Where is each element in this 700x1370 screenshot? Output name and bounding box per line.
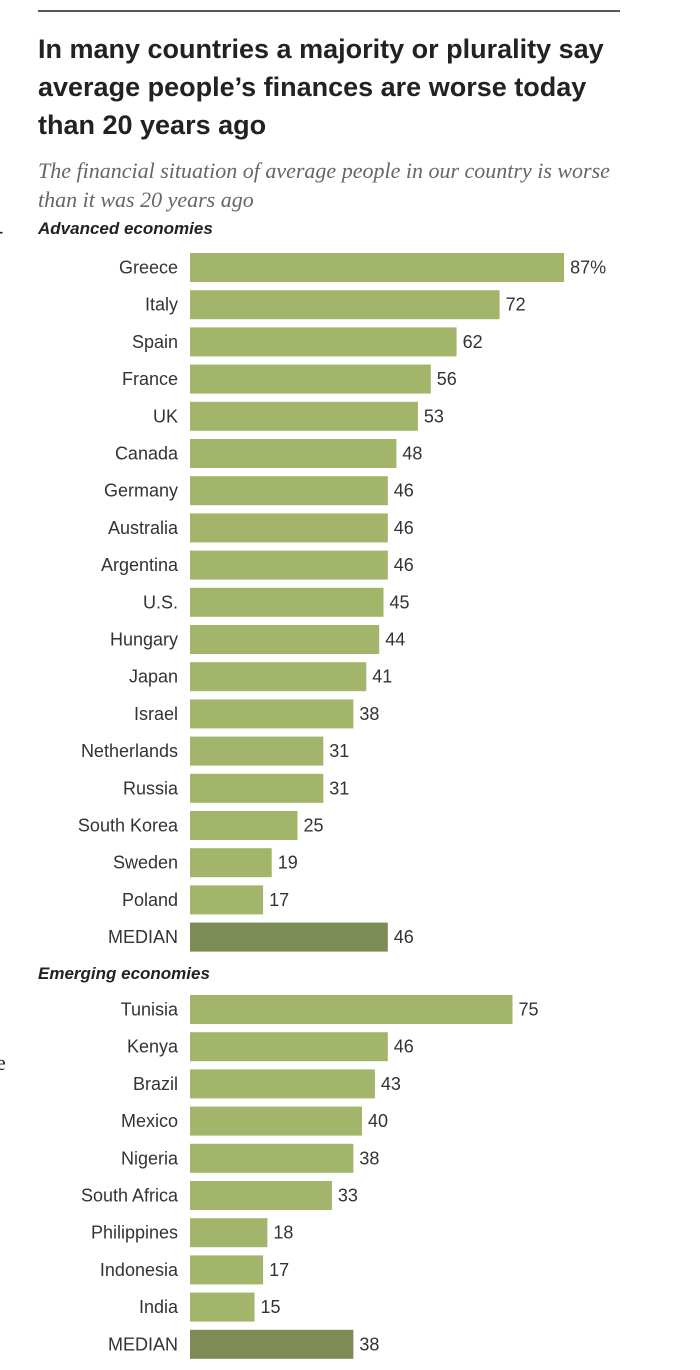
category-label-advanced-economies-australia: Australia — [108, 518, 179, 538]
bar-emerging-economies-south-africa — [190, 1181, 332, 1210]
category-label-advanced-economies-greece: Greece — [119, 258, 178, 278]
value-label-emerging-economies-tunisia: 75 — [519, 1000, 539, 1020]
bar-advanced-economies-france — [190, 364, 431, 394]
category-label-advanced-economies-italy: Italy — [145, 295, 178, 315]
bar-advanced-economies-median — [190, 922, 388, 952]
category-label-advanced-economies-median: MEDIAN — [108, 927, 178, 947]
value-label-advanced-economies-greece: 87% — [570, 258, 606, 278]
value-label-advanced-economies-u-s: 45 — [390, 592, 410, 612]
edge-fragment-upper: - — [0, 218, 3, 244]
value-label-emerging-economies-median: 38 — [359, 1334, 379, 1354]
value-label-advanced-economies-uk: 53 — [424, 406, 444, 426]
category-label-emerging-economies-philippines: Philippines — [91, 1223, 178, 1243]
value-label-emerging-economies-indonesia: 17 — [269, 1260, 289, 1280]
value-label-advanced-economies-poland: 17 — [269, 890, 289, 910]
bar-emerging-economies-tunisia — [190, 995, 513, 1024]
value-label-advanced-economies-france: 56 — [437, 369, 457, 389]
bar-emerging-economies-philippines — [190, 1218, 268, 1248]
bar-emerging-economies-kenya — [190, 1032, 388, 1062]
category-label-emerging-economies-kenya: Kenya — [127, 1037, 179, 1057]
category-label-emerging-economies-mexico: Mexico — [121, 1111, 178, 1131]
bar-emerging-economies-brazil — [190, 1069, 375, 1099]
value-label-advanced-economies-median: 46 — [394, 927, 414, 947]
category-label-advanced-economies-canada: Canada — [115, 444, 179, 464]
category-label-advanced-economies-sweden: Sweden — [113, 853, 178, 873]
category-label-emerging-economies-indonesia: Indonesia — [100, 1260, 179, 1280]
value-label-emerging-economies-kenya: 46 — [394, 1037, 414, 1057]
bar-emerging-economies-median — [190, 1329, 354, 1359]
bar-advanced-economies-australia — [190, 513, 388, 543]
category-label-advanced-economies-japan: Japan — [129, 667, 178, 687]
category-label-advanced-economies-argentina: Argentina — [101, 555, 179, 575]
category-label-advanced-economies-france: France — [122, 369, 178, 389]
category-label-advanced-economies-spain: Spain — [132, 332, 178, 352]
value-label-advanced-economies-spain: 62 — [463, 332, 483, 352]
bar-emerging-economies-mexico — [190, 1106, 362, 1136]
category-label-emerging-economies-nigeria: Nigeria — [121, 1148, 179, 1168]
bar-advanced-economies-argentina — [190, 550, 388, 580]
bar-emerging-economies-nigeria — [190, 1143, 354, 1173]
bar-emerging-economies-indonesia — [190, 1255, 264, 1285]
value-label-advanced-economies-germany: 46 — [394, 481, 414, 501]
category-label-advanced-economies-hungary: Hungary — [110, 630, 178, 650]
category-label-emerging-economies-brazil: Brazil — [133, 1074, 178, 1094]
value-label-emerging-economies-mexico: 40 — [368, 1111, 388, 1131]
top-rule — [38, 10, 620, 12]
category-label-advanced-economies-south-korea: South Korea — [78, 816, 179, 836]
category-label-advanced-economies-poland: Poland — [122, 890, 178, 910]
value-label-advanced-economies-sweden: 19 — [278, 853, 298, 873]
edge-fragment-lower: e — [0, 1050, 6, 1075]
value-label-advanced-economies-netherlands: 31 — [329, 741, 349, 761]
category-label-emerging-economies-tunisia: Tunisia — [121, 1000, 179, 1020]
bar-advanced-economies-italy — [190, 290, 500, 320]
value-label-advanced-economies-canada: 48 — [402, 444, 422, 464]
category-label-advanced-economies-israel: Israel — [134, 704, 178, 724]
bar-advanced-economies-poland — [190, 885, 264, 915]
value-label-emerging-economies-south-africa: 33 — [338, 1186, 358, 1206]
value-label-emerging-economies-india: 15 — [261, 1297, 281, 1317]
bar-advanced-economies-netherlands — [190, 736, 324, 766]
category-label-advanced-economies-germany: Germany — [104, 481, 178, 501]
category-label-advanced-economies-russia: Russia — [123, 778, 179, 798]
bar-advanced-economies-greece — [190, 253, 565, 282]
bar-emerging-economies-india — [190, 1292, 255, 1322]
category-label-advanced-economies-uk: UK — [153, 406, 178, 426]
section-label-emerging-economies: Emerging economies — [38, 964, 210, 983]
value-label-advanced-economies-south-korea: 25 — [304, 816, 324, 836]
bar-advanced-economies-russia — [190, 773, 324, 803]
value-label-advanced-economies-russia: 31 — [329, 778, 349, 798]
value-label-advanced-economies-australia: 46 — [394, 518, 414, 538]
bar-advanced-economies-uk — [190, 401, 418, 431]
category-label-advanced-economies-netherlands: Netherlands — [81, 741, 178, 761]
bar-advanced-economies-sweden — [190, 848, 272, 878]
value-label-advanced-economies-japan: 41 — [372, 667, 392, 687]
bar-advanced-economies-hungary — [190, 625, 380, 654]
category-label-advanced-economies-u-s: U.S. — [143, 592, 178, 612]
value-label-advanced-economies-argentina: 46 — [394, 555, 414, 575]
bar-advanced-economies-germany — [190, 476, 388, 506]
value-label-emerging-economies-brazil: 43 — [381, 1074, 401, 1094]
value-label-advanced-economies-hungary: 44 — [385, 630, 405, 650]
value-label-advanced-economies-israel: 38 — [359, 704, 379, 724]
bar-advanced-economies-canada — [190, 439, 397, 468]
value-label-emerging-economies-philippines: 18 — [273, 1223, 293, 1243]
bar-advanced-economies-u-s — [190, 587, 384, 617]
category-label-emerging-economies-south-africa: South Africa — [81, 1186, 179, 1206]
value-label-advanced-economies-italy: 72 — [506, 295, 526, 315]
category-label-emerging-economies-india: India — [139, 1297, 179, 1317]
section-label-advanced-economies: Advanced economies — [37, 219, 213, 238]
bar-advanced-economies-japan — [190, 662, 367, 692]
value-label-emerging-economies-nigeria: 38 — [359, 1148, 379, 1168]
bar-advanced-economies-israel — [190, 699, 354, 729]
bar-advanced-economies-spain — [190, 327, 457, 357]
category-label-emerging-economies-median: MEDIAN — [108, 1334, 178, 1354]
chart-subtitle: The financial situation of average peopl… — [38, 158, 610, 212]
bar-advanced-economies-south-korea — [190, 811, 298, 840]
chart-title: In many countries a majority or pluralit… — [38, 34, 604, 140]
